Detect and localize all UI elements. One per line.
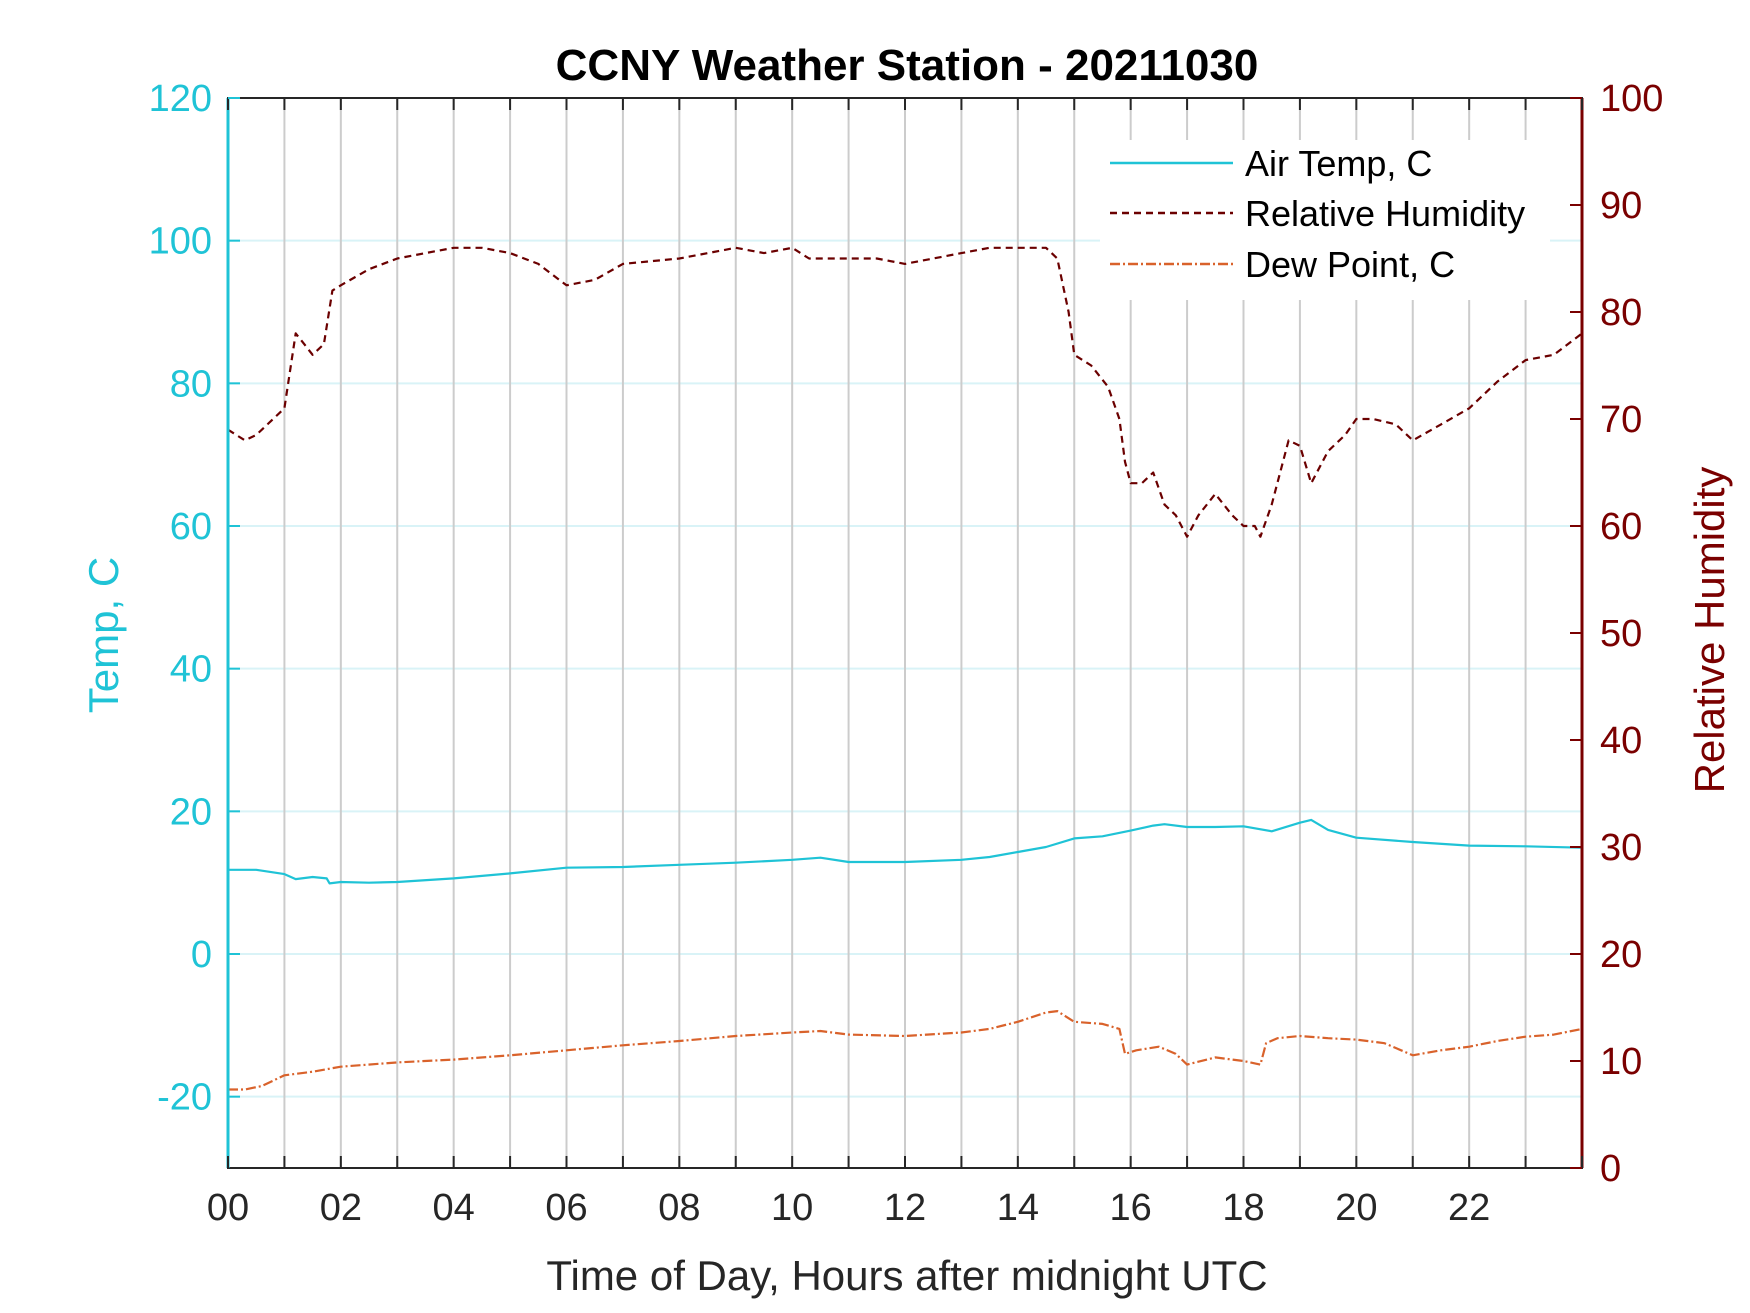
x-tick-label: 12 [884,1187,926,1229]
y-right-tick-label: 50 [1600,613,1642,655]
series-relative-humidity [227,246,1583,538]
y-left-tick-label: 0 [191,934,212,976]
y-left-tick-label: 80 [170,363,212,405]
y-left-tick-label: -20 [157,1077,212,1119]
x-tick-label: 02 [320,1187,362,1229]
chart-title: CCNY Weather Station - 20211030 [556,41,1259,90]
grid-layer [228,98,1582,1168]
y-right-tick-label: 10 [1600,1041,1642,1083]
y-left-tick-label: 40 [170,649,212,691]
series-dew-point [228,1009,1583,1091]
y-left-tick-label: 120 [149,78,212,120]
x-tick-label: 18 [1222,1187,1264,1229]
legend-label-dew-point: Dew Point, C [1245,244,1455,285]
x-tick-label: 16 [1110,1187,1152,1229]
y-right-tick-label: 40 [1600,720,1642,762]
y-right-tick-label: 100 [1600,78,1663,120]
y-right-tick-label: 60 [1600,506,1642,548]
y-right-tick-label: 30 [1600,827,1642,869]
y-right-tick-label: 20 [1600,934,1642,976]
x-tick-label: 10 [771,1187,813,1229]
y-axis-right-label: Relative Humidity [1686,467,1733,794]
y-right-tick-label: 80 [1600,292,1642,334]
x-tick-label: 08 [658,1187,700,1229]
legend-box [1100,140,1550,300]
series-air-temp [228,818,1583,885]
y-left-tick-label: 100 [149,221,212,263]
legend-label-air-temp: Air Temp, C [1245,143,1432,184]
x-axis-label: Time of Day, Hours after midnight UTC [546,1252,1267,1299]
legend-label-relative-humidity: Relative Humidity [1245,193,1525,234]
y-right-tick-label: 90 [1600,185,1642,227]
x-tick-label: 00 [207,1187,249,1229]
x-tick-label: 14 [997,1187,1039,1229]
y-right-tick-label: 0 [1600,1148,1621,1190]
series-layer [227,246,1583,1091]
y-axis-left-label: Temp, C [80,557,127,713]
x-tick-label: 20 [1335,1187,1377,1229]
legend: Air Temp, C Relative Humidity Dew Point,… [1100,140,1550,300]
y-left-tick-label: 60 [170,506,212,548]
x-tick-label: 22 [1448,1187,1490,1229]
y-right-tick-label: 70 [1600,399,1642,441]
x-tick-label: 04 [433,1187,475,1229]
tick-layer: 00 02 04 06 08 10 12 14 16 18 20 22-200204060801001… [149,78,1664,1229]
x-tick-label: 06 [545,1187,587,1229]
y-left-tick-label: 20 [170,791,212,833]
